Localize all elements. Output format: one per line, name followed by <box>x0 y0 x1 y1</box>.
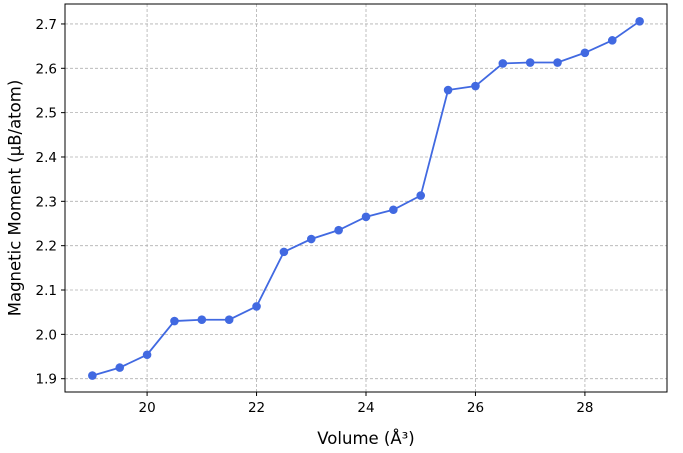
data-point <box>553 58 562 67</box>
x-tick-label: 24 <box>357 400 374 416</box>
x-tick-label: 22 <box>248 400 265 416</box>
y-tick-label: 2.6 <box>36 61 57 77</box>
y-tick-label: 2.7 <box>36 17 57 33</box>
data-point <box>525 58 535 67</box>
data-point <box>142 350 152 360</box>
x-axis-title: Volume (Å³) <box>317 429 414 448</box>
y-tick-label: 2.1 <box>36 283 57 299</box>
data-point <box>607 36 617 45</box>
data-point <box>361 212 371 222</box>
data-point <box>279 247 289 257</box>
data-point <box>635 16 644 26</box>
data-point <box>306 234 316 244</box>
y-tick-label: 2.0 <box>36 327 57 343</box>
y-tick-label: 2.2 <box>36 239 57 255</box>
data-point <box>580 48 590 58</box>
data-point <box>416 191 426 200</box>
data-point <box>389 205 398 215</box>
data-point <box>471 81 480 91</box>
grid <box>65 4 667 392</box>
x-tick-label: 28 <box>576 400 593 416</box>
data-point <box>252 302 261 311</box>
y-tick-label: 1.9 <box>36 372 57 388</box>
y-axis-title: Magnetic Moment (μB/atom) <box>6 80 25 317</box>
data-point <box>197 315 207 325</box>
x-tick-label: 20 <box>138 400 155 416</box>
y-tick-label: 2.3 <box>36 194 57 210</box>
plot-frame <box>64 3 668 393</box>
data-point <box>224 315 234 325</box>
y-tick-label: 2.4 <box>36 150 57 166</box>
data-point <box>115 363 125 372</box>
y-tick-label: 2.5 <box>36 106 57 122</box>
ticks: 20 22 24 26 28 1.9 2.0 2.1 2.2 2.3 2.4 2.5 2.6 2.7 <box>36 17 594 416</box>
series-layer <box>88 16 644 380</box>
data-point <box>170 316 179 326</box>
data-point <box>334 225 343 235</box>
x-tick-label: 26 <box>467 400 484 416</box>
data-point <box>498 59 508 68</box>
data-point <box>88 371 97 380</box>
data-point <box>443 85 453 95</box>
